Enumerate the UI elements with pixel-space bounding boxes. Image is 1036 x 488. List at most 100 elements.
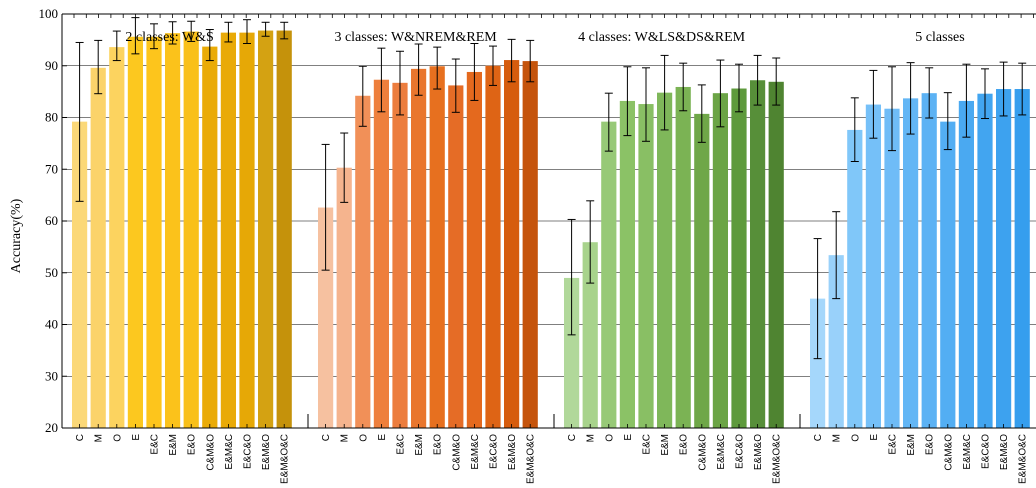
x-tick-label: E&M&C [716, 434, 727, 470]
x-tick-label: E&M&O&C [280, 434, 291, 484]
bar [109, 47, 125, 429]
x-tick-label: O [112, 434, 123, 442]
x-tick-label: E&C [396, 434, 407, 455]
x-tick-label: O [850, 434, 861, 442]
bar [996, 89, 1012, 428]
x-tick-label: C&M&O [205, 434, 216, 471]
x-tick-label: C [75, 434, 86, 441]
y-tick-label: 70 [45, 161, 58, 176]
x-tick-label: C&M&O [697, 434, 708, 471]
x-tick-label: E&C [150, 434, 161, 455]
x-tick-label: E&O [187, 434, 198, 455]
bar [977, 93, 993, 428]
bar [522, 61, 538, 428]
y-tick-label: 20 [45, 420, 58, 435]
bar [810, 298, 826, 428]
y-tick-label: 80 [45, 110, 58, 125]
bar [239, 32, 255, 428]
bar [884, 108, 900, 428]
x-tick-label: O [604, 434, 615, 442]
bar [768, 81, 784, 428]
bars [72, 30, 1030, 429]
bar [202, 46, 218, 428]
x-tick-label: E&M&O [261, 434, 272, 470]
x-tick-label: E&O [925, 434, 936, 455]
x-tick-label: M [94, 434, 105, 442]
x-tick-label: E [131, 434, 142, 441]
y-tick-label: 60 [45, 213, 58, 228]
error-bars [75, 17, 1027, 360]
y-tick-label: 40 [45, 317, 58, 332]
bar [485, 65, 501, 428]
y-tick-label: 50 [45, 265, 58, 280]
x-tick-label: E&M&C [224, 434, 235, 470]
y-tick-label: 30 [45, 368, 58, 383]
x-tick-label: E&M [660, 434, 671, 456]
bar [183, 31, 199, 428]
bar [921, 93, 937, 429]
x-tick-label: E&M&O [507, 434, 518, 470]
x-tick-label: C [321, 434, 332, 441]
bar [750, 80, 766, 429]
bar [220, 32, 236, 428]
bar [466, 71, 482, 429]
x-tick-label: M [340, 434, 351, 442]
bar [847, 129, 863, 429]
y-tick-label: 90 [45, 58, 58, 73]
bar [638, 104, 654, 429]
bar [336, 167, 352, 428]
y-tick-label: 100 [39, 6, 59, 21]
bar [258, 30, 274, 429]
bar [276, 30, 292, 429]
x-tick-label: O [358, 434, 369, 442]
bar [1014, 89, 1030, 428]
bar [903, 98, 919, 428]
x-tick-label: E&C&O [981, 434, 992, 469]
bar [429, 66, 445, 428]
bar [373, 79, 389, 428]
y-tick-labels: 20 30 40 50 60 70 80 90 100 [39, 6, 59, 435]
x-tick-label: E&C&O [735, 434, 746, 469]
bar [601, 121, 617, 428]
x-tick-label: C&M&O [943, 434, 954, 471]
x-tick-label: C [813, 434, 824, 441]
x-tick-label: M [832, 434, 843, 442]
x-tick-label: E&M [906, 434, 917, 456]
bar [958, 100, 974, 428]
bar [564, 277, 580, 428]
bar [72, 121, 88, 428]
bar [127, 36, 143, 429]
x-tick-label: E&M&C [470, 434, 481, 470]
x-tick-label: E&M&O&C [1018, 434, 1029, 484]
bar [675, 86, 691, 428]
x-tick-label: E&M&O&C [526, 434, 537, 484]
bar [619, 100, 635, 428]
x-tick-label: E [869, 434, 880, 441]
y-axis-label: Accuracy(%) [9, 198, 24, 273]
x-tick-label: E&M&O&C [772, 434, 783, 484]
bar [411, 68, 427, 428]
group-title: 3 classes: W&NREM&REM [334, 30, 497, 45]
x-tick-label: E&M&C [962, 434, 973, 470]
bar [865, 104, 881, 428]
group-title: 5 classes [915, 30, 964, 45]
x-tick-label: E&O [433, 434, 444, 455]
axes [61, 13, 1036, 429]
x-tick-label: E&C&O [243, 434, 254, 469]
x-tick-label: E&C [642, 434, 653, 455]
bar [731, 88, 747, 429]
bar [146, 36, 162, 429]
x-tick-label: E&M&O [753, 434, 764, 470]
x-tick-label: C [567, 434, 578, 441]
bar [657, 92, 673, 428]
group-title: 2 classes: W&S [125, 30, 213, 45]
bar [90, 67, 106, 428]
x-tick-label: E&C [888, 434, 899, 455]
bar [582, 242, 598, 428]
bar [504, 60, 520, 429]
group-titles: 2 classes: W&S 3 classes: W&NREM&REM 4 cla… [125, 30, 964, 45]
bar [694, 113, 710, 428]
x-tick-label: E&O [679, 434, 690, 455]
bar [940, 121, 956, 428]
